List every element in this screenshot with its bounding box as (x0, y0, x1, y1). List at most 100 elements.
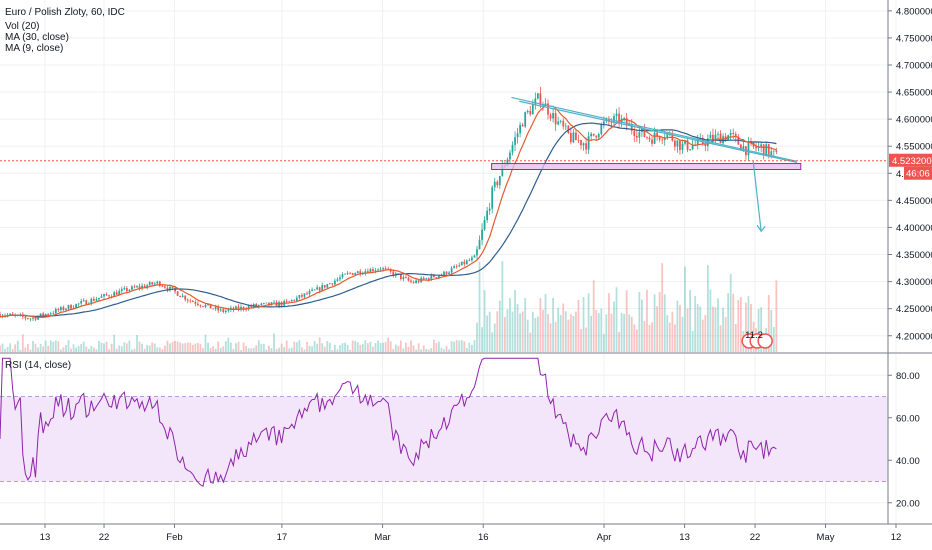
candle-body (308, 290, 311, 295)
candle-body (301, 295, 303, 297)
rsi-tick-label: 40.00 (896, 456, 920, 467)
volume-bar (103, 343, 105, 352)
volume-bar (232, 349, 235, 352)
volume-bar (615, 287, 618, 352)
candle-body (298, 295, 301, 298)
candle-body (729, 132, 732, 136)
volume-bar (54, 340, 57, 352)
volume-bar (90, 346, 93, 352)
volume-bar (151, 342, 154, 352)
volume-bar (4, 349, 6, 352)
volume-bar (734, 323, 737, 352)
candle-body (115, 292, 118, 295)
candle-body (633, 130, 636, 137)
volume-bar (481, 327, 483, 352)
candle-body (227, 309, 230, 311)
candle-body (539, 93, 542, 106)
candle-body (498, 176, 501, 186)
candle-body (191, 300, 194, 302)
volume-bar (491, 332, 494, 352)
volume-bar (361, 344, 364, 352)
volume-bar (585, 327, 587, 352)
candle-body (562, 120, 565, 127)
candle-body (415, 280, 417, 283)
candle-body (765, 144, 768, 156)
volume-bar (359, 344, 362, 352)
volume-bar (542, 309, 544, 352)
candle-body (318, 287, 321, 291)
rsi-title[interactable]: RSI (14, close) (5, 360, 71, 371)
volume-bar (29, 349, 32, 352)
projection-arrow-head[interactable] (756, 224, 766, 233)
volume-bar (341, 343, 344, 352)
candle-body (202, 306, 204, 307)
candle-body (430, 275, 433, 280)
candle-body (138, 286, 141, 288)
volume-bar (377, 340, 379, 352)
volume-bar (468, 342, 471, 352)
candle-body (156, 281, 159, 284)
volume-bar (32, 341, 34, 352)
volume-bar (422, 345, 425, 352)
volume-bar (415, 349, 417, 352)
indicator-ma9-label[interactable]: MA (9, close) (5, 43, 63, 54)
support-zone-rect[interactable] (491, 163, 802, 171)
candle-body (153, 283, 156, 285)
candle-body (90, 298, 93, 304)
trendline-upper[interactable] (511, 96, 797, 162)
candle-body (42, 313, 45, 316)
indicator-ma30-label[interactable]: MA (30, close) (5, 32, 69, 43)
volume-bar (262, 343, 265, 352)
volume-bar (625, 290, 628, 352)
volume-bar (189, 342, 192, 352)
volume-bar (554, 322, 557, 352)
candle-body (364, 271, 367, 274)
volume-bar (524, 298, 527, 352)
candle-body (684, 140, 686, 144)
volume-bar (222, 346, 225, 352)
volume-bar (128, 340, 131, 352)
volume-bar (265, 349, 268, 352)
volume-bar (374, 343, 377, 352)
volume-bar (498, 300, 501, 352)
candle-body (186, 299, 189, 301)
last-price-label[interactable]: 4.523200 (892, 156, 932, 167)
volume-bar (559, 315, 562, 352)
volume-bar (425, 348, 428, 352)
volume-bar (471, 344, 473, 352)
last-price-badge[interactable] (889, 153, 932, 167)
volume-bar (224, 341, 227, 352)
volume-bar (724, 317, 727, 352)
volume-bar (602, 333, 605, 352)
volume-bar (539, 298, 542, 352)
candle-body (77, 303, 80, 305)
candle-body (646, 136, 648, 138)
volume-bar (293, 341, 296, 352)
candle-body (240, 306, 242, 310)
trendline-lower[interactable] (519, 100, 797, 164)
candle-body (476, 249, 478, 256)
volume-bar (681, 316, 684, 352)
volume-bar (435, 343, 438, 352)
candle-body (217, 306, 220, 311)
volume-bar (460, 340, 463, 352)
annotations[interactable]: 11.2 (0, 96, 888, 349)
volume-bar (732, 293, 735, 352)
candle-body (257, 305, 260, 307)
volume-bar (247, 348, 250, 352)
volume-bar (207, 342, 209, 352)
projection-arrow-shaft[interactable] (752, 161, 762, 232)
volume-bar (252, 347, 255, 352)
volume-bar (57, 341, 60, 352)
volume-bar (146, 344, 149, 352)
volume-bar (496, 311, 499, 352)
ma9-line (0, 104, 777, 318)
volume-bar (288, 348, 291, 352)
candle-body (509, 152, 511, 160)
volume-bar (387, 337, 390, 352)
volume-bar (772, 326, 775, 352)
indicator-volume-label[interactable]: Vol (20) (5, 21, 39, 32)
volume-bar (27, 343, 29, 352)
